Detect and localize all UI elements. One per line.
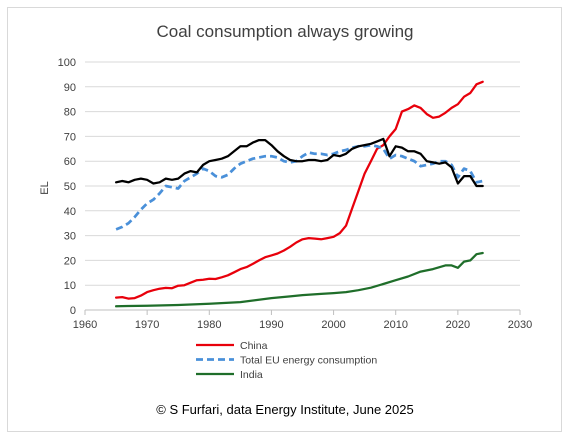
x-tick-label-1960: 1960 [73, 319, 97, 331]
y-tick-label-100: 100 [58, 57, 76, 69]
y-tick-label-70: 70 [64, 131, 76, 143]
x-tick-label-1970: 1970 [135, 319, 159, 331]
x-tick-label-2000: 2000 [321, 319, 345, 331]
legend-label-total-eu-energy-consumption: Total EU energy consumption [240, 355, 377, 367]
y-tick-label-30: 30 [64, 231, 76, 243]
series-line-china [114, 80, 484, 300]
x-tick-labels: 1960 1970 1980 1990 2000 2010 2020 2030 [73, 319, 532, 331]
y-tick-label-60: 60 [64, 156, 76, 168]
legend: China Total EU energy consumption India [196, 340, 377, 381]
y-tick-label-0: 0 [70, 305, 76, 317]
x-tick-label-1980: 1980 [197, 319, 221, 331]
series-line-unlabeled [114, 137, 484, 188]
legend-label-china: China [240, 340, 268, 352]
y-tick-labels: 0 10 20 30 40 50 60 70 80 90 100 [58, 57, 76, 317]
y-tick-label-40: 40 [64, 206, 76, 218]
y-tick-label-10: 10 [64, 280, 76, 292]
x-tick-label-2010: 2010 [383, 319, 407, 331]
chart-frame [7, 7, 562, 432]
y-tick-label-50: 50 [64, 181, 76, 193]
axes [84, 309, 521, 315]
credit-text: © S Furfari, data Energy Institute, June… [156, 402, 414, 417]
series-lines [114, 80, 484, 308]
x-tick-label-2030: 2030 [508, 319, 532, 331]
y-tick-label-80: 80 [64, 107, 76, 119]
series-line-india [114, 251, 484, 308]
y-tick-label-20: 20 [64, 255, 76, 267]
y-tick-label-90: 90 [64, 82, 76, 94]
series-line-total-eu-energy-consumption [115, 143, 483, 231]
x-tick-label-1990: 1990 [259, 319, 283, 331]
y-axis-label: EL [39, 181, 51, 194]
x-tick-label-2020: 2020 [446, 319, 470, 331]
chart-title: Coal consumption always growing [156, 22, 414, 41]
legend-label-india: India [240, 369, 263, 381]
